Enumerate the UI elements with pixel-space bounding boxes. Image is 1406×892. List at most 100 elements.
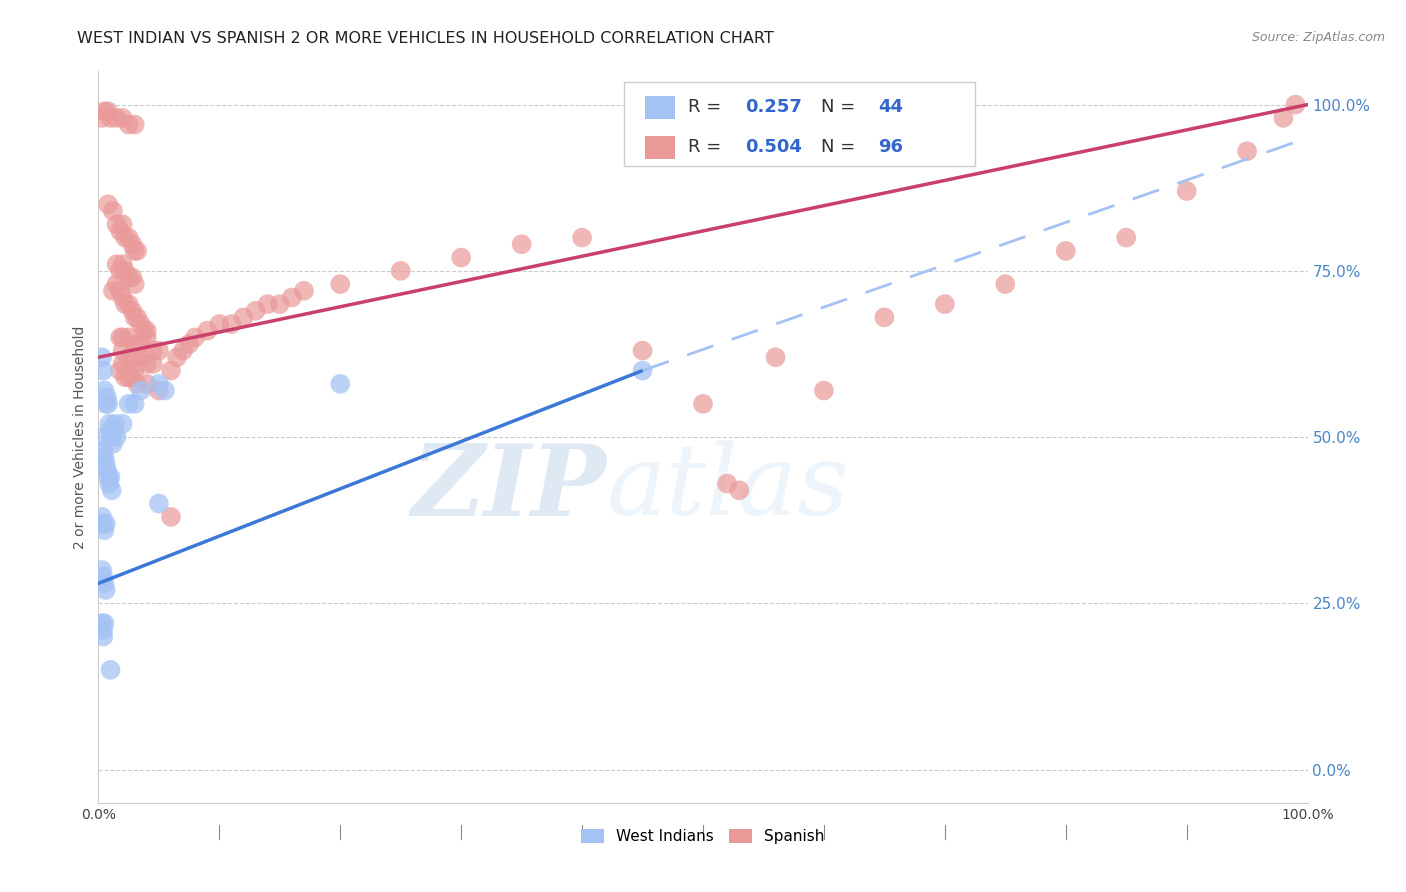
Point bbox=[813, 384, 835, 398]
Point bbox=[873, 310, 896, 325]
Point bbox=[135, 357, 157, 371]
Point bbox=[510, 237, 533, 252]
Point bbox=[105, 257, 128, 271]
Point bbox=[105, 217, 128, 231]
Point bbox=[292, 284, 315, 298]
Point bbox=[716, 476, 738, 491]
Point bbox=[101, 436, 124, 450]
Point bbox=[184, 330, 207, 344]
Point bbox=[256, 297, 278, 311]
Point bbox=[97, 197, 120, 211]
Point bbox=[100, 470, 122, 484]
Point bbox=[148, 384, 170, 398]
Point bbox=[91, 509, 114, 524]
Point bbox=[172, 343, 194, 358]
Point bbox=[100, 424, 122, 438]
Point bbox=[103, 424, 125, 438]
Text: 96: 96 bbox=[879, 138, 903, 156]
Point bbox=[148, 376, 170, 391]
Point bbox=[124, 277, 146, 292]
Point bbox=[94, 582, 117, 597]
Point bbox=[124, 118, 146, 132]
Point bbox=[1236, 144, 1258, 158]
Point bbox=[97, 470, 120, 484]
Point bbox=[124, 363, 146, 377]
Point bbox=[97, 104, 120, 119]
Point bbox=[160, 363, 183, 377]
Point bbox=[281, 290, 304, 304]
Point bbox=[148, 497, 170, 511]
Text: 0.257: 0.257 bbox=[745, 98, 803, 117]
Point bbox=[134, 324, 156, 338]
Point bbox=[101, 204, 124, 219]
Point bbox=[114, 264, 136, 278]
Point bbox=[91, 630, 114, 644]
Point bbox=[124, 351, 146, 365]
Point bbox=[142, 357, 165, 371]
Point bbox=[91, 430, 114, 444]
Y-axis label: 2 or more Vehicles in Household: 2 or more Vehicles in Household bbox=[73, 326, 87, 549]
Point bbox=[111, 357, 134, 371]
Text: WEST INDIAN VS SPANISH 2 OR MORE VEHICLES IN HOUSEHOLD CORRELATION CHART: WEST INDIAN VS SPANISH 2 OR MORE VEHICLE… bbox=[77, 31, 775, 46]
Point bbox=[148, 343, 170, 358]
Point bbox=[91, 623, 114, 637]
Point bbox=[118, 297, 141, 311]
Point bbox=[934, 297, 956, 311]
Point bbox=[111, 330, 134, 344]
Point bbox=[91, 111, 114, 125]
Point bbox=[129, 337, 152, 351]
Point bbox=[221, 317, 243, 331]
Point bbox=[97, 397, 120, 411]
Point bbox=[245, 303, 267, 318]
FancyBboxPatch shape bbox=[624, 82, 976, 167]
Point bbox=[389, 264, 412, 278]
Point bbox=[135, 376, 157, 391]
FancyBboxPatch shape bbox=[645, 95, 675, 120]
Point bbox=[121, 237, 143, 252]
Point bbox=[91, 351, 114, 365]
Point bbox=[765, 351, 787, 365]
Point bbox=[91, 570, 114, 584]
Point bbox=[105, 111, 128, 125]
Point bbox=[118, 370, 141, 384]
Point bbox=[160, 509, 183, 524]
Point bbox=[93, 616, 115, 631]
Point bbox=[994, 277, 1017, 292]
Point bbox=[100, 663, 122, 677]
Point bbox=[1054, 244, 1077, 258]
Point bbox=[98, 417, 121, 431]
Point bbox=[118, 330, 141, 344]
Point bbox=[111, 257, 134, 271]
Point bbox=[329, 376, 352, 391]
Point bbox=[142, 343, 165, 358]
Point bbox=[135, 324, 157, 338]
Point bbox=[571, 230, 593, 244]
Point bbox=[127, 376, 149, 391]
Point bbox=[93, 450, 115, 464]
Text: 44: 44 bbox=[879, 98, 903, 117]
Text: ZIP: ZIP bbox=[412, 440, 606, 536]
Point bbox=[100, 430, 122, 444]
Point bbox=[329, 277, 352, 292]
Point bbox=[111, 290, 134, 304]
Point bbox=[111, 343, 134, 358]
Point bbox=[94, 397, 117, 411]
Point bbox=[104, 417, 127, 431]
Point bbox=[91, 616, 114, 631]
Point bbox=[118, 397, 141, 411]
Point bbox=[129, 384, 152, 398]
Point bbox=[129, 351, 152, 365]
Point bbox=[127, 244, 149, 258]
Point bbox=[118, 351, 141, 365]
Point bbox=[91, 563, 114, 577]
Point bbox=[96, 390, 118, 404]
Point bbox=[135, 330, 157, 344]
Point bbox=[153, 384, 176, 398]
Point bbox=[91, 516, 114, 531]
Point bbox=[728, 483, 751, 498]
Point bbox=[101, 284, 124, 298]
Point bbox=[93, 523, 115, 537]
Point bbox=[118, 118, 141, 132]
Point bbox=[105, 277, 128, 292]
Point bbox=[98, 476, 121, 491]
